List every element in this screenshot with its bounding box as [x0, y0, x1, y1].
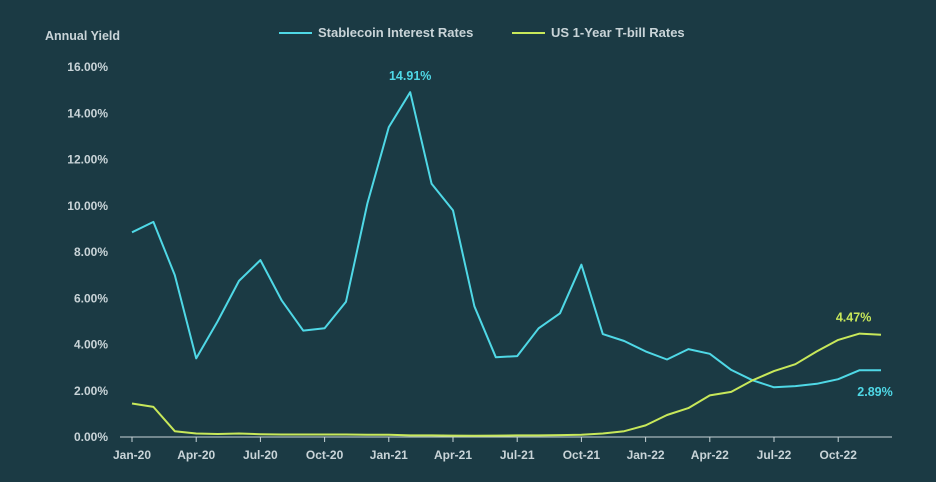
y-tick-label: 10.00% — [67, 199, 108, 213]
x-tick-label: Jul-20 — [243, 448, 278, 462]
x-tick-label: Jul-22 — [757, 448, 792, 462]
legend-label-tbill: US 1-Year T-bill Rates — [551, 25, 685, 40]
x-tick-label: Apr-20 — [177, 448, 215, 462]
series-line-0 — [131, 91, 881, 389]
x-tick-label: Jan-21 — [370, 448, 408, 462]
x-tick-label: Oct-22 — [820, 448, 858, 462]
x-tick-label: Oct-20 — [306, 448, 344, 462]
y-tick-label: 14.00% — [67, 106, 108, 120]
y-tick-label: 2.00% — [74, 384, 108, 398]
data-label: 14.91% — [389, 69, 431, 83]
x-tick-label: Jan-20 — [113, 448, 151, 462]
y-tick-label: 8.00% — [74, 245, 108, 259]
x-axis: Jan-20 Apr-20 Jul-20 Oct-20 Jan-21 Apr-21 Jul-… — [113, 436, 892, 462]
x-tick-label: Jul-21 — [500, 448, 535, 462]
y-axis-label: Annual Yield — [45, 29, 120, 43]
data-annotations: 14.91% 2.89% 4.47% — [389, 69, 893, 399]
series-lines — [131, 91, 882, 437]
y-axis-ticks: 0.00% 2.00% 4.00% 6.00% 8.00% 10.00% 12.00% 14.… — [67, 60, 108, 444]
series-line-1 — [131, 332, 882, 437]
y-tick-label: 0.00% — [74, 430, 108, 444]
y-tick-label: 12.00% — [67, 153, 108, 167]
x-tick-label: Apr-21 — [434, 448, 472, 462]
chart-legend: Stablecoin Interest Rates US 1-Year T-bi… — [279, 25, 685, 40]
y-tick-label: 4.00% — [74, 338, 108, 352]
x-tick-label: Oct-21 — [563, 448, 601, 462]
y-tick-label: 6.00% — [74, 291, 108, 305]
data-label: 4.47% — [836, 311, 871, 325]
data-label: 2.89% — [857, 385, 892, 399]
legend-label-stablecoin: Stablecoin Interest Rates — [318, 25, 473, 40]
x-tick-label: Jan-22 — [627, 448, 665, 462]
y-tick-label: 16.00% — [67, 60, 108, 74]
x-tick-label: Apr-22 — [691, 448, 729, 462]
